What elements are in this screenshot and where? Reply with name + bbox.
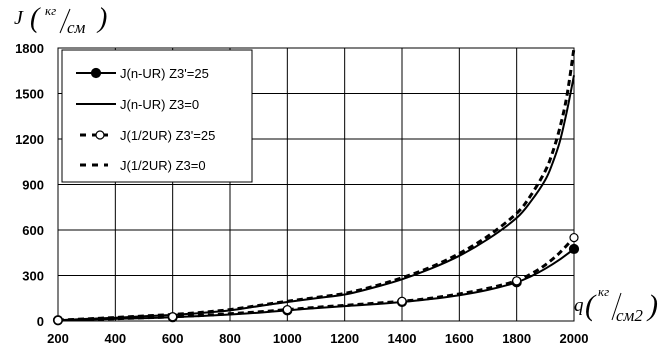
y-tick-label: 1200 [15, 132, 44, 147]
series-2-point [53, 315, 63, 325]
y-axis-symbol: J [14, 7, 24, 29]
x-tick-label: 800 [219, 331, 241, 346]
y-axis-title: J ( кг см ) [14, 3, 107, 37]
x-tick-label: 1000 [273, 331, 302, 346]
y-tick-label: 1500 [15, 87, 44, 102]
series-line-0 [57, 248, 575, 322]
y-tick-label: 1800 [15, 41, 44, 56]
series-line-1 [57, 75, 575, 322]
series-markers [52, 232, 580, 326]
legend-label: J(n-UR) Z3'=25 [120, 66, 209, 81]
tick-labels: 200 400 600 800 1000 1200 1400 1600 1800 2000 0 300… [15, 41, 588, 346]
series-2-point [512, 276, 522, 286]
y-axis-unit-slash [59, 8, 71, 34]
y-tick-label: 0 [37, 314, 44, 329]
x-tick-label: 200 [47, 331, 69, 346]
x-tick-label: 400 [104, 331, 126, 346]
y-tick-label: 900 [22, 178, 44, 193]
x-tick-label: 600 [162, 331, 184, 346]
plot-frame [57, 47, 575, 322]
legend-swatch-marker [90, 67, 102, 79]
legend-label: J(n-UR) Z3=0 [120, 97, 199, 112]
series-2-point [168, 312, 178, 322]
x-axis-paren-open: ( [585, 289, 597, 322]
x-axis-unit-den: см2 [616, 306, 643, 325]
y-tick-label: 600 [22, 223, 44, 238]
x-tick-label: 1600 [445, 331, 474, 346]
x-tick-label: 1400 [388, 331, 417, 346]
series-2-point [282, 305, 292, 315]
y-axis-paren-close: ) [96, 3, 107, 34]
x-axis-unit-slash [611, 292, 622, 321]
y-axis-paren-open: ( [30, 3, 41, 34]
legend-label: J(1/2UR) Z3'=25 [120, 128, 215, 143]
x-axis-symbol: q [574, 295, 584, 316]
series-2-point [569, 232, 579, 243]
series-lines [57, 47, 576, 322]
x-tick-label: 1200 [330, 331, 359, 346]
plot-area [57, 47, 575, 322]
x-tick-label: 2000 [560, 331, 589, 346]
series-0-point [568, 243, 580, 255]
legend: J(n-UR) Z3'=25 J(n-UR) Z3=0 J(1/2UR) Z3'=2… [61, 49, 253, 183]
series-2-point [397, 296, 407, 306]
x-axis-title: q ( кг см2 ) [574, 284, 658, 325]
x-tick-label: 1800 [502, 331, 531, 346]
legend-label: J(1/2UR) Z3=0 [120, 158, 206, 173]
x-axis-paren-close: ) [646, 289, 658, 322]
x-axis-unit-num: кг [598, 284, 609, 299]
y-axis-unit-den: см [67, 18, 86, 37]
y-axis-unit-num: кг [45, 3, 56, 18]
legend-swatch-marker [95, 130, 105, 140]
series-line-2 [57, 236, 576, 322]
y-tick-label: 300 [22, 269, 44, 284]
